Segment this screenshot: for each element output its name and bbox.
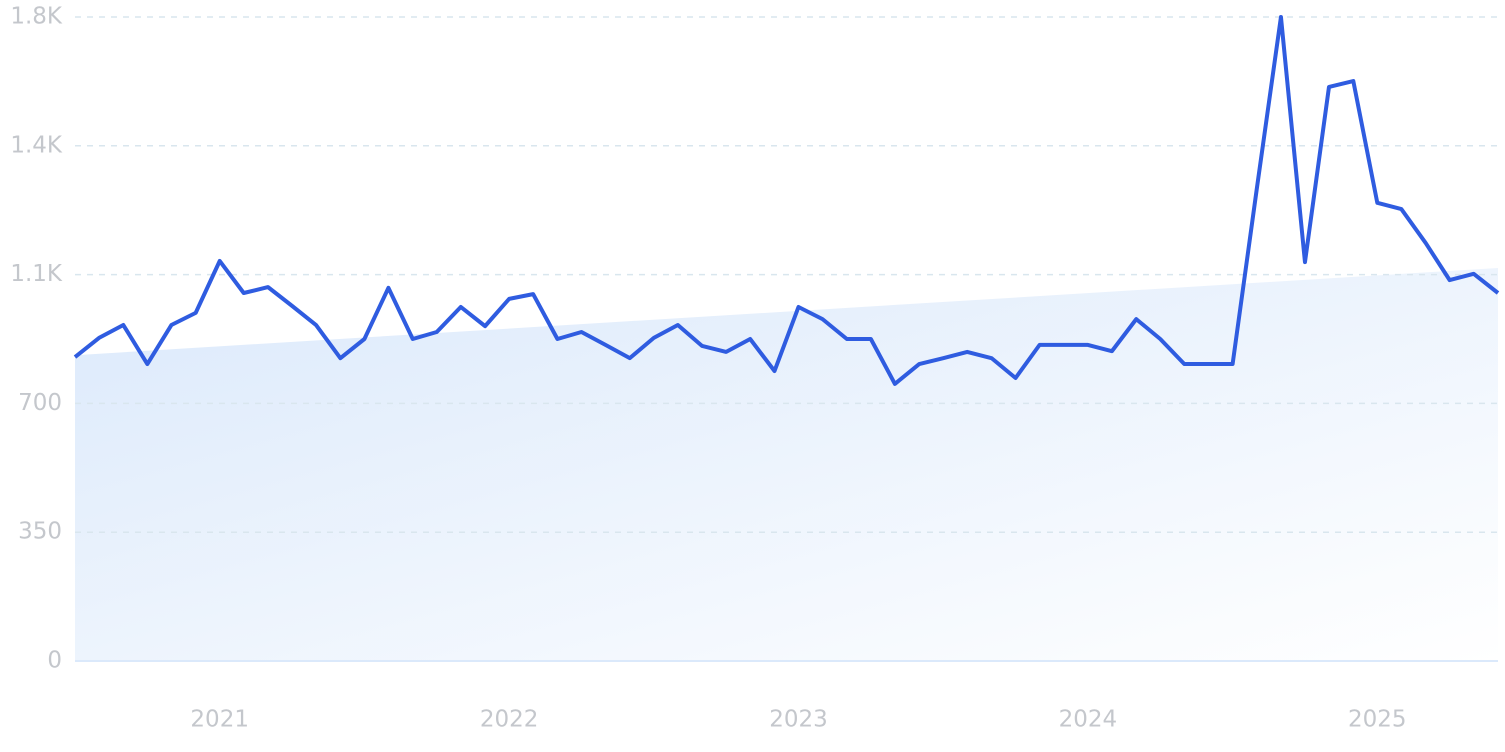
x-tick-label: 2022 — [480, 707, 539, 733]
y-tick-label: 1.8K — [10, 4, 63, 30]
x-tick-label: 2025 — [1348, 707, 1407, 733]
line — [73, 15, 1500, 386]
x-tick-label: 2024 — [1059, 707, 1118, 733]
y-tick-label: 700 — [18, 390, 62, 416]
y-tick-label: 1.1K — [10, 261, 63, 287]
y-tick-label: 350 — [18, 519, 62, 545]
y-tick-label: 1.4K — [10, 132, 63, 158]
x-tick-label: 2023 — [769, 707, 828, 733]
trend-area — [75, 267, 1498, 661]
y-tick-label: 0 — [47, 648, 62, 674]
x-tick-label: 2021 — [190, 707, 249, 733]
